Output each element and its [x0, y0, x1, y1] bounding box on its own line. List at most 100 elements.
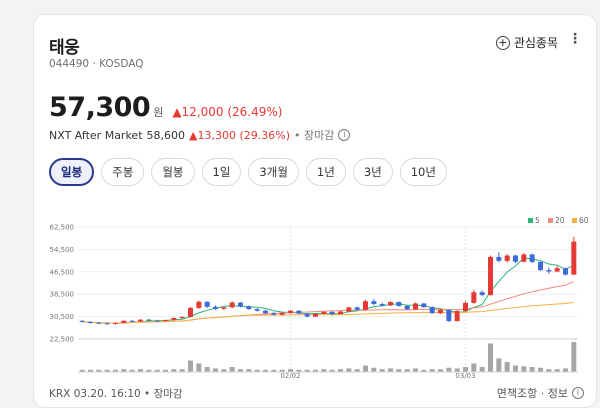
disclaimer-link[interactable]: 면책조항 · 정보 i	[497, 385, 584, 401]
volume-bar	[129, 369, 135, 372]
candle-body	[413, 303, 418, 310]
volume-bar	[513, 365, 518, 372]
candle-body	[396, 302, 402, 306]
candle-body	[204, 301, 210, 307]
volume-bar	[471, 363, 477, 372]
volume-bar	[379, 369, 385, 372]
volume-bar	[88, 369, 93, 372]
volume-bar	[221, 369, 227, 372]
candle-body	[279, 312, 285, 315]
volume-bar	[304, 369, 310, 372]
legend-swatch	[572, 218, 577, 223]
volume-bar	[279, 369, 285, 372]
volume-bar	[238, 369, 243, 372]
candle-body	[179, 316, 185, 318]
tab-weekly[interactable]: 주봉	[101, 158, 145, 186]
volume-bar	[488, 343, 493, 372]
after-market-label: NXT After Market	[49, 128, 143, 142]
candle-body	[313, 313, 318, 317]
price-row: 57,300 원 ▲12,000 (26.49%)	[49, 92, 282, 123]
price-unit: 원	[153, 106, 164, 119]
legend-label: 5	[535, 216, 540, 225]
volume-bar	[429, 369, 435, 372]
candle-body	[188, 307, 193, 317]
volume-bar	[479, 367, 485, 372]
after-market-row: NXT After Market 58,600 ▲13,300 (29.36%)…	[49, 127, 351, 143]
volume-bar	[196, 363, 202, 372]
volume-bar	[546, 369, 552, 372]
volume-bar	[388, 368, 393, 372]
legend-label: 20	[555, 216, 565, 225]
ma60-line	[82, 301, 574, 324]
volume-bar	[113, 369, 118, 372]
volume-bar	[104, 369, 110, 372]
volume-bar	[329, 369, 335, 372]
disclaimer-label: 면책조항 · 정보	[496, 387, 568, 400]
candle-body	[79, 320, 85, 322]
info-icon[interactable]: i	[338, 129, 351, 141]
candle-body	[263, 310, 268, 314]
candle-body	[96, 322, 102, 324]
tab-daily[interactable]: 일봉	[49, 158, 95, 186]
tab-10year[interactable]: 10년	[399, 158, 447, 186]
candle-body	[346, 307, 352, 312]
volume-bar	[463, 367, 468, 372]
tab-1year[interactable]: 1년	[305, 158, 346, 186]
candle-body	[446, 309, 452, 322]
period-tabs: 일봉 주봉 월봉 1일 3개월 1년 3년 10년	[49, 158, 447, 186]
tab-3year[interactable]: 3년	[352, 158, 393, 186]
candle-body	[329, 311, 335, 315]
volume-bar	[421, 369, 427, 372]
volume-bar	[554, 369, 560, 372]
candle-body	[429, 307, 435, 314]
volume-bar	[271, 369, 277, 372]
candle-body	[238, 302, 243, 307]
tab-3month[interactable]: 3개월	[248, 158, 299, 186]
volume-bar	[204, 367, 210, 372]
volume-bar	[138, 369, 143, 372]
legend-label: 60	[579, 216, 589, 225]
volume-bar	[438, 369, 443, 372]
candle-body	[121, 320, 127, 324]
candle-body	[388, 302, 393, 306]
volume-bar	[188, 360, 193, 372]
after-market-price: 58,600	[146, 128, 186, 142]
candle-body	[488, 256, 493, 296]
volume-bar	[354, 369, 360, 372]
candle-body	[246, 306, 252, 310]
price-change: ▲12,000 (26.49%)	[172, 105, 283, 119]
volume-bar	[146, 369, 152, 372]
candle-body	[354, 307, 360, 310]
candle-body	[504, 255, 510, 261]
y-tick-label: 38,500	[50, 291, 75, 299]
volume-bar	[404, 369, 410, 372]
candle-body	[421, 303, 427, 308]
tab-1day[interactable]: 1일	[201, 158, 242, 186]
volume-bar	[171, 369, 177, 372]
stock-name: 태웅	[49, 38, 80, 58]
volume-bar	[346, 368, 352, 372]
candle-body	[554, 268, 560, 272]
volume-bar	[321, 369, 327, 372]
volume-bar	[338, 369, 343, 372]
volume-bar	[288, 369, 293, 372]
tab-monthly[interactable]: 월봉	[151, 158, 195, 186]
volume-bar	[396, 369, 402, 372]
volume-bar	[413, 368, 418, 372]
volume-bar	[563, 368, 568, 372]
candle-body	[154, 320, 160, 322]
candle-body	[196, 301, 202, 308]
favorite-button[interactable]: + 관심종목	[495, 34, 558, 51]
legend-swatch	[548, 218, 553, 223]
stock-code-market: 044490 · KOSDAQ	[49, 58, 144, 70]
candle-body	[213, 306, 218, 309]
candle-body	[163, 319, 168, 321]
volume-bar	[454, 368, 460, 372]
y-tick-label: 22,500	[50, 336, 75, 344]
ma5-line	[82, 257, 575, 324]
more-menu-icon[interactable]: ⋮	[568, 31, 582, 47]
info-icon: i	[572, 387, 584, 399]
price-chart[interactable]: 5 20 60 62,500 54,500 46,500 38,500 30,500 22,50…	[34, 200, 597, 380]
candle-body	[513, 255, 518, 262]
candle-body	[438, 309, 443, 314]
